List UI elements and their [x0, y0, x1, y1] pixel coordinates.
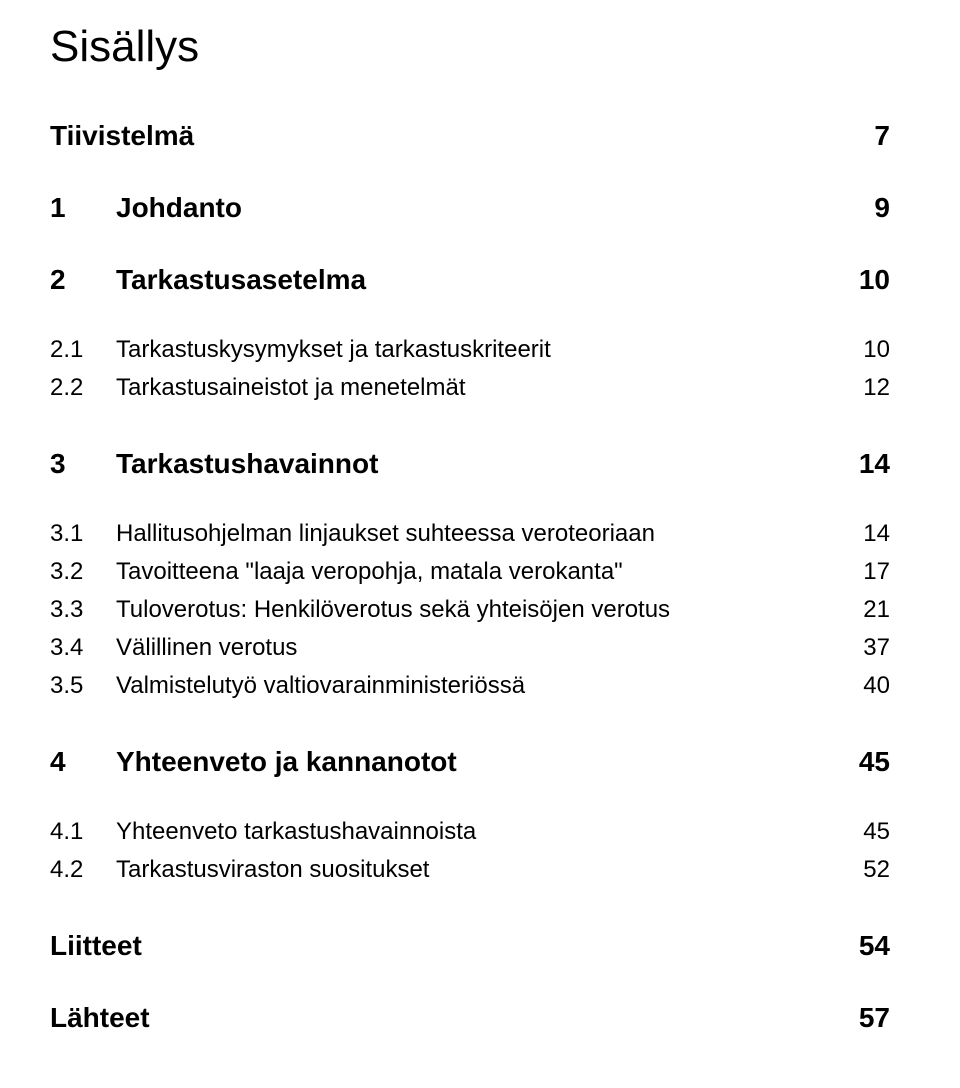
toc-entry-number: 3.4 [50, 634, 116, 662]
toc-entry-left: 3Tarkastushavainnot [50, 448, 378, 480]
toc-entry-number: 3.3 [50, 596, 116, 624]
toc-entry-label: Johdanto [116, 192, 242, 223]
toc-entry-number: 3 [50, 448, 116, 480]
toc-entry-page: 45 [839, 746, 890, 778]
toc-entry-left: Lähteet [50, 1002, 150, 1034]
toc-entry-page: 37 [843, 634, 890, 662]
toc-entry-label: Valmistelutyö valtiovarainministeriössä [116, 672, 525, 699]
toc-entry: 3Tarkastushavainnot 14 [50, 448, 890, 480]
toc-entry-number: 3.2 [50, 558, 116, 586]
toc-entry-left: 3.1Hallitusohjelman linjaukset suhteessa… [50, 520, 655, 548]
toc-entry-label: Lähteet [50, 1002, 150, 1033]
page-title: Sisällys [50, 22, 890, 72]
toc-entry-left: 1Johdanto [50, 192, 242, 224]
toc-entry-left: 3.2Tavoitteena "laaja veropohja, matala … [50, 558, 623, 586]
toc-entry-left: 4.2Tarkastusviraston suositukset [50, 856, 429, 884]
toc-entry-label: Välillinen verotus [116, 634, 297, 661]
toc-entry: 4.2Tarkastusviraston suositukset 52 [50, 856, 890, 884]
toc-entry-number: 2.1 [50, 336, 116, 364]
toc-entry-left: 2.1Tarkastuskysymykset ja tarkastuskrite… [50, 336, 551, 364]
toc-entry-label: Tarkastushavainnot [116, 448, 378, 479]
toc-entry-page: 17 [843, 558, 890, 586]
toc-entry: Liitteet 54 [50, 930, 890, 962]
toc-entry-page: 40 [843, 672, 890, 700]
toc-entry-page: 10 [839, 264, 890, 296]
toc-entry-left: Tiivistelmä [50, 120, 194, 152]
spacer [50, 894, 890, 930]
toc-entry-label: Tiivistelmä [50, 120, 194, 151]
toc-entry: 1Johdanto 9 [50, 192, 890, 224]
toc-entry: 2Tarkastusasetelma 10 [50, 264, 890, 296]
toc-entry: 4.1Yhteenveto tarkastushavainnoista 45 [50, 818, 890, 846]
toc-entry-left: 3.4Välillinen verotus [50, 634, 297, 662]
toc-list: Tiivistelmä 7 1Johdanto 9 2Tarkastusasetelma… [50, 120, 890, 1034]
toc-entry-page: 12 [843, 374, 890, 402]
toc-entry-label: Tarkastuskysymykset ja tarkastuskriteeri… [116, 336, 551, 363]
toc-entry-page: 52 [843, 856, 890, 884]
toc-entry-page: 45 [843, 818, 890, 846]
toc-entry: 3.5Valmistelutyö valtiovarainministeriös… [50, 672, 890, 700]
toc-entry-page: 14 [839, 448, 890, 480]
toc-entry: 2.1Tarkastuskysymykset ja tarkastuskrite… [50, 336, 890, 364]
toc-entry-left: Liitteet [50, 930, 142, 962]
toc-entry-label: Tuloverotus: Henkilöverotus sekä yhteisö… [116, 596, 670, 623]
toc-entry-number: 3.5 [50, 672, 116, 700]
toc-entry-page: 21 [843, 596, 890, 624]
toc-entry-number: 4.2 [50, 856, 116, 884]
toc-entry-left: 3.3Tuloverotus: Henkilöverotus sekä yhte… [50, 596, 670, 624]
toc-entry-page: 10 [843, 336, 890, 364]
toc-entry-label: Tarkastusasetelma [116, 264, 366, 295]
toc-entry-label: Liitteet [50, 930, 142, 961]
toc-entry-left: 4.1Yhteenveto tarkastushavainnoista [50, 818, 476, 846]
toc-entry-label: Yhteenveto tarkastushavainnoista [116, 818, 476, 845]
toc-entry: Tiivistelmä 7 [50, 120, 890, 152]
toc-entry-number: 4.1 [50, 818, 116, 846]
toc-entry: Lähteet 57 [50, 1002, 890, 1034]
spacer [50, 412, 890, 448]
toc-entry-left: 4Yhteenveto ja kannanotot [50, 746, 457, 778]
toc-entry: 3.4Välillinen verotus 37 [50, 634, 890, 662]
toc-entry-number: 2 [50, 264, 116, 296]
toc-entry-label: Hallitusohjelman linjaukset suhteessa ve… [116, 520, 655, 547]
toc-entry-page: 14 [843, 520, 890, 548]
toc-entry-left: 3.5Valmistelutyö valtiovarainministeriös… [50, 672, 525, 700]
toc-entry-number: 2.2 [50, 374, 116, 402]
toc-entry-page: 57 [839, 1002, 890, 1034]
toc-entry-page: 9 [854, 192, 890, 224]
toc-entry-left: 2.2Tarkastusaineistot ja menetelmät [50, 374, 466, 402]
toc-entry-number: 3.1 [50, 520, 116, 548]
toc-entry-label: Yhteenveto ja kannanotot [116, 746, 457, 777]
toc-entry-label: Tavoitteena "laaja veropohja, matala ver… [116, 558, 623, 585]
toc-entry: 2.2Tarkastusaineistot ja menetelmät 12 [50, 374, 890, 402]
toc-entry: 3.3Tuloverotus: Henkilöverotus sekä yhte… [50, 596, 890, 624]
toc-entry-page: 54 [839, 930, 890, 962]
toc-entry: 4Yhteenveto ja kannanotot 45 [50, 746, 890, 778]
toc-entry-page: 7 [854, 120, 890, 152]
toc-entry-left: 2Tarkastusasetelma [50, 264, 366, 296]
toc-entry: 3.1Hallitusohjelman linjaukset suhteessa… [50, 520, 890, 548]
toc-entry: 3.2Tavoitteena "laaja veropohja, matala … [50, 558, 890, 586]
toc-entry-number: 1 [50, 192, 116, 224]
spacer [50, 710, 890, 746]
toc-entry-label: Tarkastusaineistot ja menetelmät [116, 374, 466, 401]
toc-page: Sisällys Tiivistelmä71Johdanto92Tarkastu… [0, 0, 960, 1034]
toc-entry-label: Tarkastusviraston suositukset [116, 856, 429, 883]
toc-entry-number: 4 [50, 746, 116, 778]
